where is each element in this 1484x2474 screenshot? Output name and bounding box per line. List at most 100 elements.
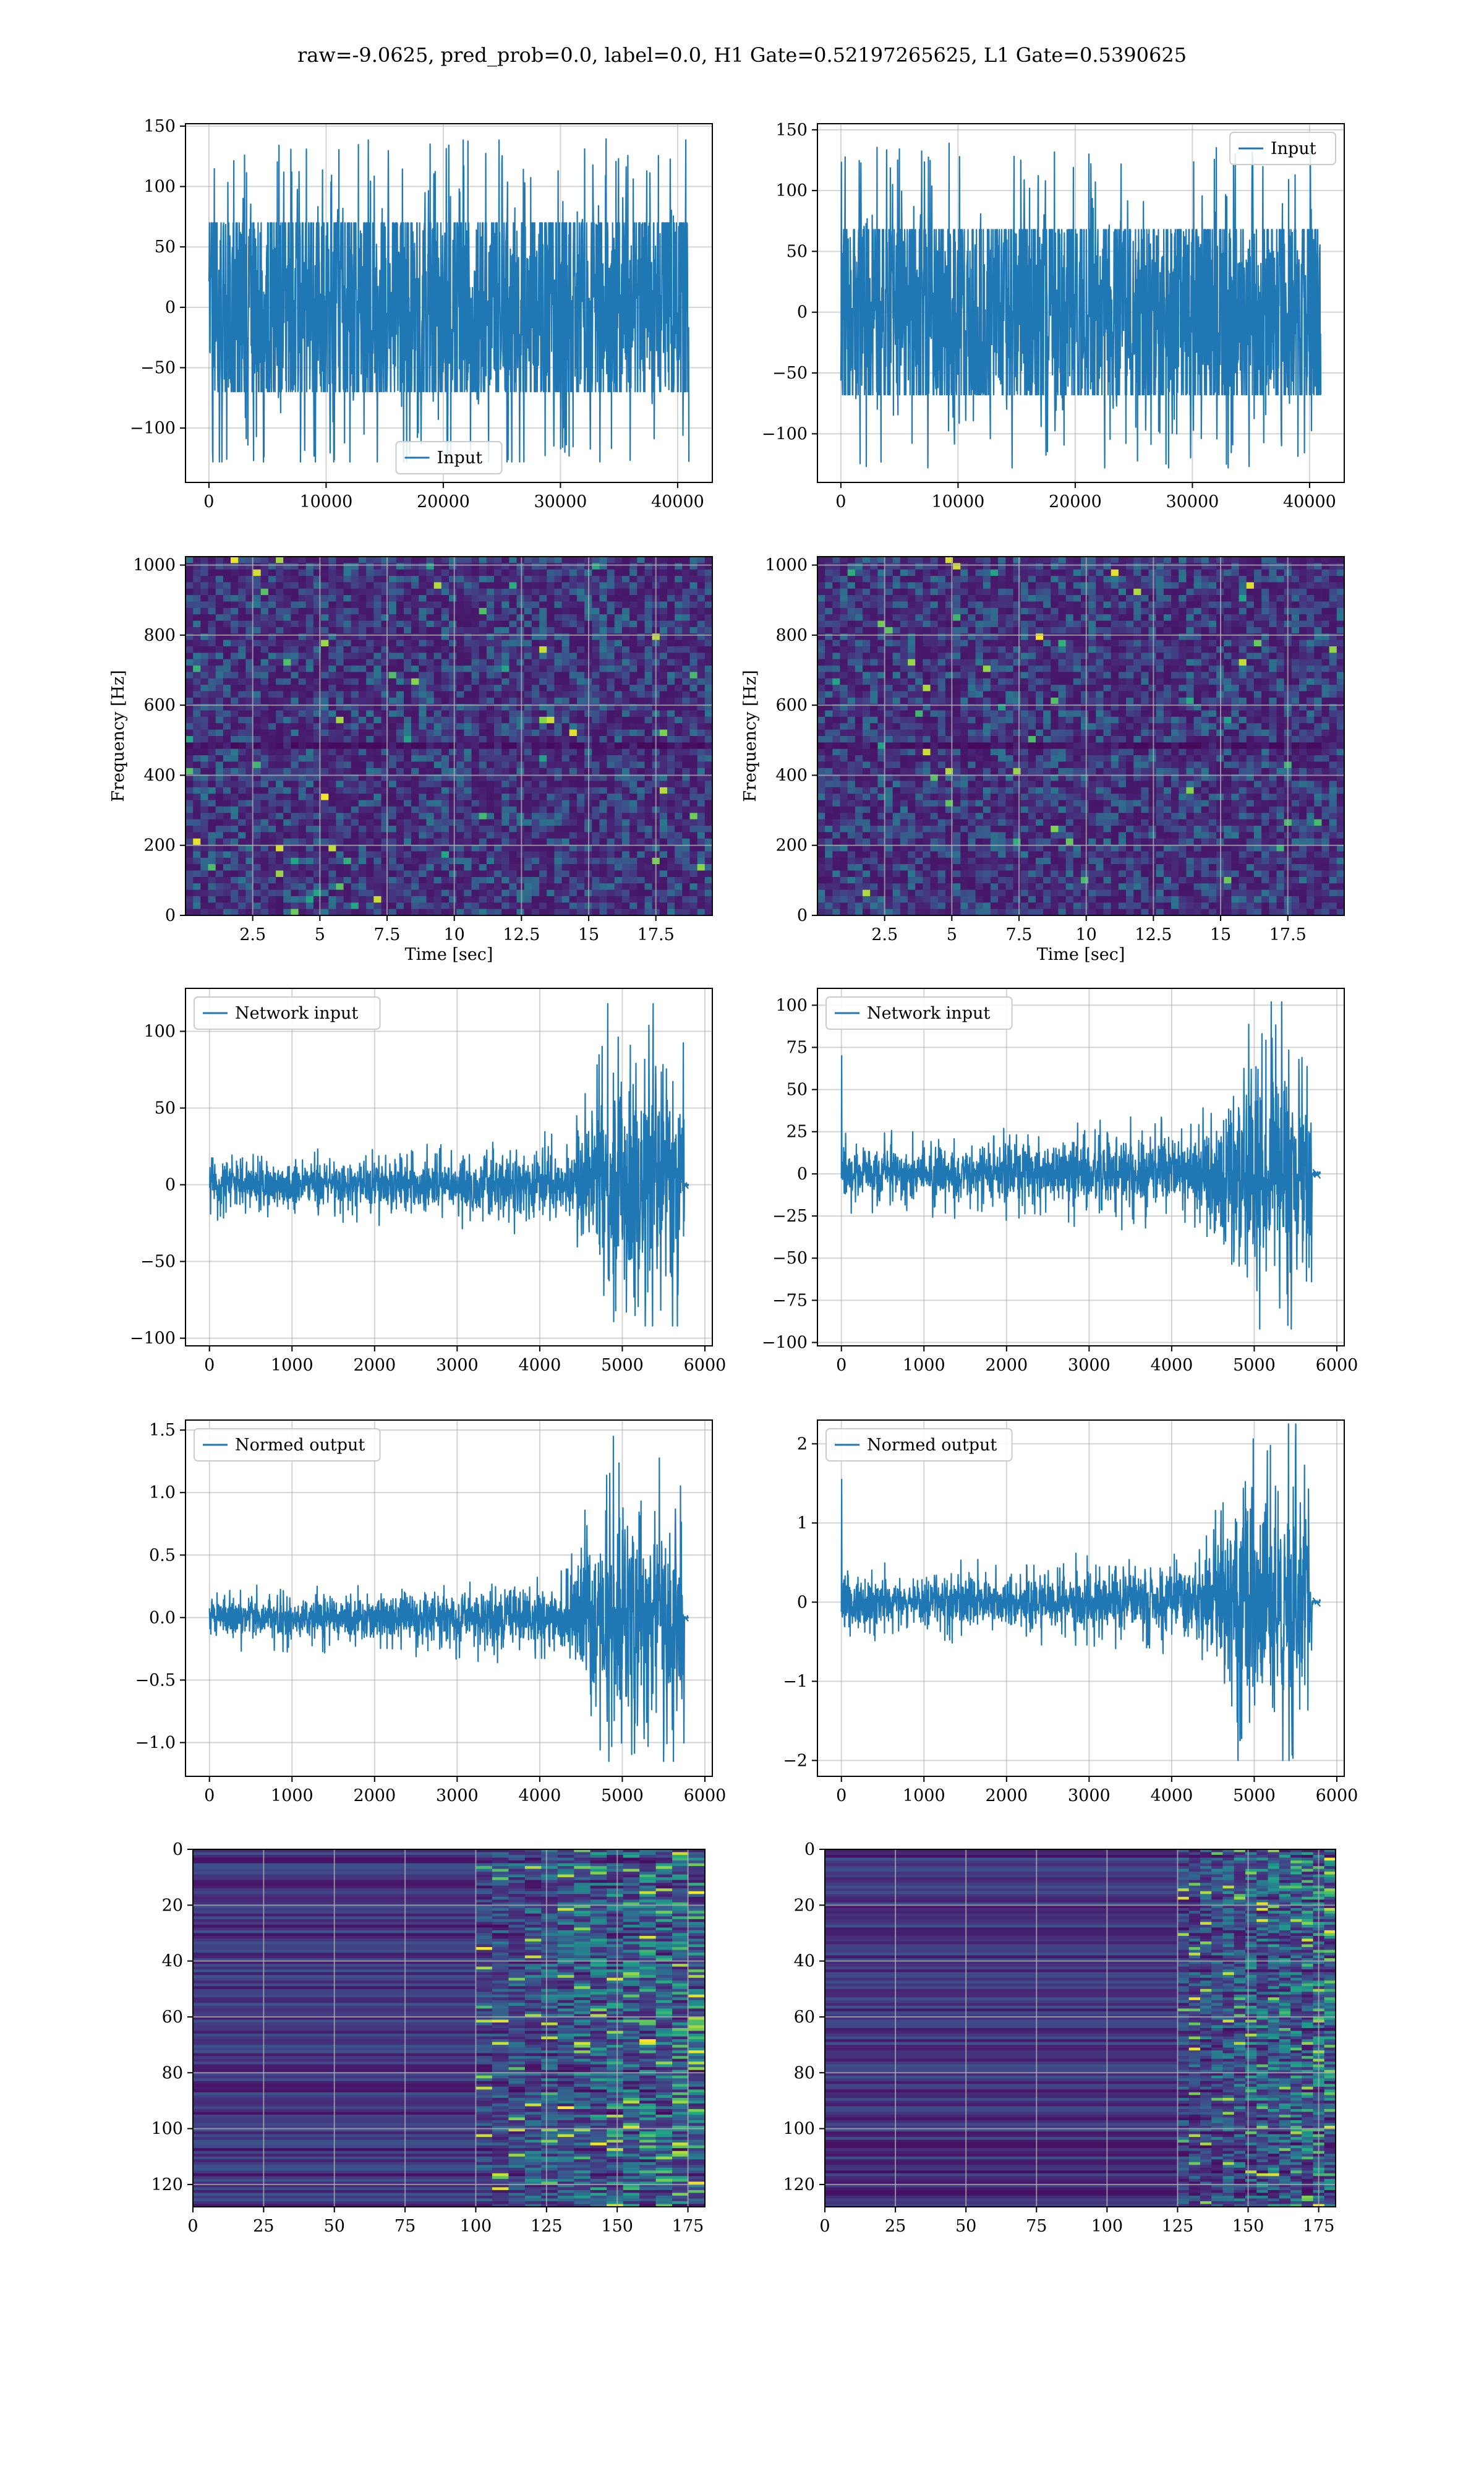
spectrogram-cell: [930, 704, 939, 711]
spectrogram-cell: [885, 845, 893, 852]
spectrogram-cell: [298, 685, 307, 692]
spectrogram-cell: [900, 806, 908, 813]
spectrogram-cell: [689, 697, 698, 704]
spectrogram-cell: [825, 659, 833, 666]
spectrogram-cell: [283, 909, 291, 916]
spectrogram-cell: [599, 595, 608, 602]
spectrogram-cell: [358, 653, 367, 660]
spectrogram-cell: [554, 557, 563, 563]
spectrogram-cell: [863, 666, 871, 673]
spectrogram-cell: [486, 787, 495, 794]
spectrogram-cell: [268, 909, 276, 916]
spectrogram-cell: [291, 851, 299, 858]
spectrogram-cell: [215, 672, 224, 679]
spectrogram-cell: [186, 729, 194, 737]
spectrogram-cell: [539, 659, 547, 666]
spectrogram-cell: [433, 653, 442, 660]
spectrogram-cell: [576, 672, 585, 679]
spectrogram-cell: [915, 659, 923, 666]
spectrogram-cell: [208, 595, 216, 602]
spectrogram-cell: [268, 646, 276, 653]
spectrogram-cell: [501, 870, 510, 878]
spectrogram-cell: [328, 761, 337, 769]
spectrogram-cell: [411, 595, 419, 602]
spectrogram-cell: [366, 614, 374, 622]
spectrogram-cell: [366, 896, 374, 903]
spectrogram-cell: [704, 889, 713, 897]
spectrogram-cell: [260, 640, 269, 647]
spectrogram-cell: [245, 794, 254, 801]
spectrogram-cell: [441, 716, 450, 724]
spectrogram-cell: [855, 729, 863, 737]
spectrogram-cell: [501, 857, 510, 865]
spectrogram-cell: [186, 813, 194, 820]
spectrogram-cell: [396, 819, 404, 826]
spectrogram-cell: [260, 633, 269, 641]
spectrogram-cell: [682, 742, 691, 750]
spectrogram-cell: [471, 870, 480, 878]
panel-h1-input: 0 10000 20000 30000 40000−100−50050100150Inp…: [130, 117, 713, 511]
spectrogram-cell: [321, 787, 329, 794]
spectrogram-cell: [388, 607, 397, 615]
spectrogram-cell: [516, 883, 525, 891]
spectrogram-cell: [863, 806, 871, 813]
spectrogram-cell: [697, 800, 706, 807]
spectrogram-cell: [667, 870, 675, 878]
spectrogram-cell: [245, 806, 254, 813]
spectrogram-cell: [291, 646, 299, 653]
spectrogram-cell: [870, 896, 878, 903]
spectrogram-cell: [682, 800, 691, 807]
spectrogram-cell: [509, 819, 518, 826]
spectrogram-cell: [908, 768, 916, 775]
spectrogram-cell: [870, 614, 878, 622]
spectrogram-cell: [351, 723, 359, 730]
spectrogram-cell: [351, 576, 359, 583]
spectrogram-cell: [667, 691, 675, 698]
spectrogram-cell: [704, 704, 713, 711]
spectrogram-cell: [607, 646, 615, 653]
spectrogram-cell: [637, 819, 646, 826]
spectrogram-cell: [193, 601, 201, 609]
spectrogram-cell: [667, 851, 675, 858]
spectrogram-cell: [855, 710, 863, 717]
spectrogram-cell: [675, 672, 683, 679]
spectrogram-cell: [531, 678, 540, 685]
spectrogram-cell: [554, 691, 563, 698]
spectrogram-cell: [877, 627, 886, 634]
spectrogram-cell: [388, 627, 397, 634]
spectrogram-cell: [817, 607, 825, 615]
spectrogram-cell: [704, 813, 713, 820]
spectrogram-cell: [659, 813, 668, 820]
spectrogram-cell: [704, 595, 713, 602]
spectrogram-cell: [268, 748, 276, 756]
spectrogram-cell: [554, 569, 563, 576]
spectrogram-cell: [592, 659, 600, 666]
spectrogram-cell: [268, 710, 276, 717]
spectrogram-cell: [336, 595, 344, 602]
spectrogram-cell: [328, 889, 337, 897]
spectrogram-cell: [238, 710, 246, 717]
spectrogram-cell: [675, 557, 683, 563]
spectrogram-cell: [200, 857, 209, 865]
spectrogram-cell: [855, 620, 863, 628]
spectrogram-cell: [539, 857, 547, 865]
spectrogram-cell: [426, 748, 435, 756]
spectrogram-cell: [298, 620, 307, 628]
spectrogram-cell: [358, 569, 367, 576]
spectrogram-cell: [847, 601, 856, 609]
spectrogram-cell: [253, 889, 262, 897]
spectrogram-cell: [336, 620, 344, 628]
spectrogram-cell: [388, 697, 397, 704]
spectrogram-cell: [328, 883, 337, 891]
spectrogram-cell: [253, 729, 262, 737]
spectrogram-cell: [456, 755, 464, 763]
spectrogram-cell: [524, 729, 532, 737]
spectrogram-cell: [298, 826, 307, 833]
spectrogram-cell: [539, 666, 547, 673]
spectrogram-cell: [930, 800, 939, 807]
spectrogram-cell: [328, 601, 337, 609]
spectrogram-cell: [900, 678, 908, 685]
spectrogram-cell: [396, 748, 404, 756]
spectrogram-cell: [328, 806, 337, 813]
spectrogram-cell: [637, 813, 646, 820]
